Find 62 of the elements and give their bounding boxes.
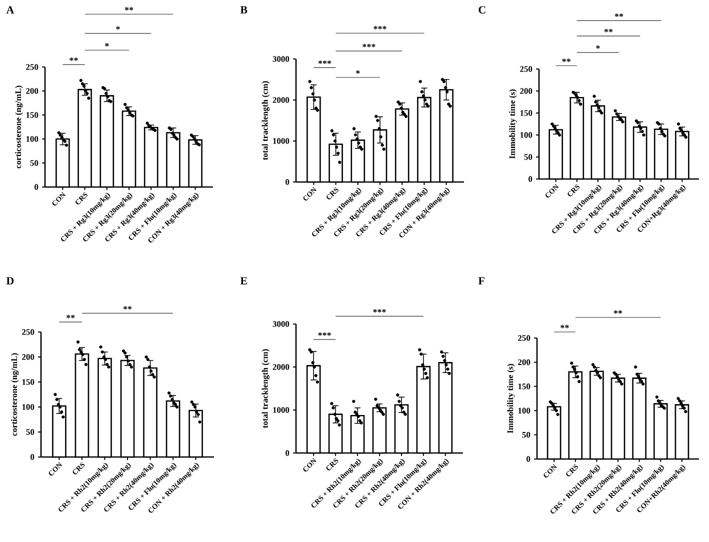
- y-tick-label: 150: [520, 110, 532, 116]
- y-tick-label: 200: [26, 88, 38, 94]
- text: *: [105, 43, 109, 46]
- y-tick-label: 0: [30, 454, 34, 460]
- y-tick-label: 0: [526, 456, 530, 462]
- chart-title: B: [240, 6, 248, 14]
- y-tick-label: 250: [22, 329, 34, 335]
- chart-title: D: [6, 277, 14, 284]
- y-tick-label: 100: [26, 136, 38, 142]
- y-tick-label: 150: [26, 112, 38, 118]
- y-tick-label: 50: [26, 429, 34, 435]
- text: **: [562, 58, 570, 62]
- chart-title: A: [6, 6, 14, 14]
- y-axis-title: Immobility time (s): [507, 364, 515, 434]
- text: **: [124, 7, 134, 10]
- text: **: [614, 310, 622, 314]
- y-tick-label: 250: [26, 64, 38, 70]
- y-axis-title: Immobility time (s): [509, 89, 517, 159]
- y-tick-label: 250: [520, 66, 532, 72]
- annotation: ***: [318, 332, 331, 336]
- y-tick-label: 0: [34, 184, 38, 190]
- y-tick-label: 2000: [272, 97, 290, 103]
- y-tick-label: 50: [30, 160, 38, 166]
- y-tick-label: 150: [518, 384, 530, 390]
- chart-title: E: [240, 277, 247, 284]
- y-tick-label: 50: [522, 432, 530, 438]
- y-axis-title: corticosterone (ng/mL): [15, 86, 23, 168]
- y-tick-label: 250: [518, 335, 530, 341]
- y-tick-label: 50: [524, 154, 532, 160]
- y-tick-label: 200: [518, 359, 530, 366]
- y-tick-label: 1000: [273, 407, 290, 413]
- text: ***: [362, 44, 376, 48]
- text: **: [604, 28, 613, 32]
- y-tick-label: 200: [22, 354, 34, 360]
- y-tick-label: 100: [22, 404, 34, 410]
- text: **: [66, 314, 75, 318]
- text: **: [70, 57, 78, 61]
- y-tick-label: 150: [22, 379, 34, 385]
- y-axis-title: corticosterone (ng/mL): [11, 353, 19, 436]
- y-tick-label: 1000: [273, 138, 290, 144]
- text: *: [116, 26, 120, 30]
- y-tick-label: 100: [520, 132, 532, 138]
- y-tick-label: 3000: [272, 56, 290, 62]
- text: ***: [374, 26, 386, 30]
- y-tick-label: 0: [286, 179, 290, 185]
- y-tick-label: 100: [518, 408, 530, 414]
- text: **: [123, 306, 132, 310]
- y-tick-label: 200: [520, 88, 532, 94]
- y-tick-label: 0: [528, 176, 532, 182]
- y-axis-title: total tracklength (cm): [262, 81, 270, 160]
- y-tick-label: 2000: [272, 364, 290, 370]
- y-axis-title: total tracklength (cm): [262, 349, 270, 428]
- annotation: ***: [318, 60, 332, 64]
- text: **: [614, 13, 624, 17]
- y-tick-label: 3000: [272, 321, 290, 327]
- text: *: [596, 45, 600, 49]
- annotation: *: [356, 70, 360, 74]
- chart-title: F: [478, 277, 484, 284]
- chart-title: C: [478, 6, 486, 14]
- text: ***: [373, 309, 386, 313]
- text: **: [560, 324, 569, 328]
- y-tick-label: 0: [286, 450, 290, 456]
